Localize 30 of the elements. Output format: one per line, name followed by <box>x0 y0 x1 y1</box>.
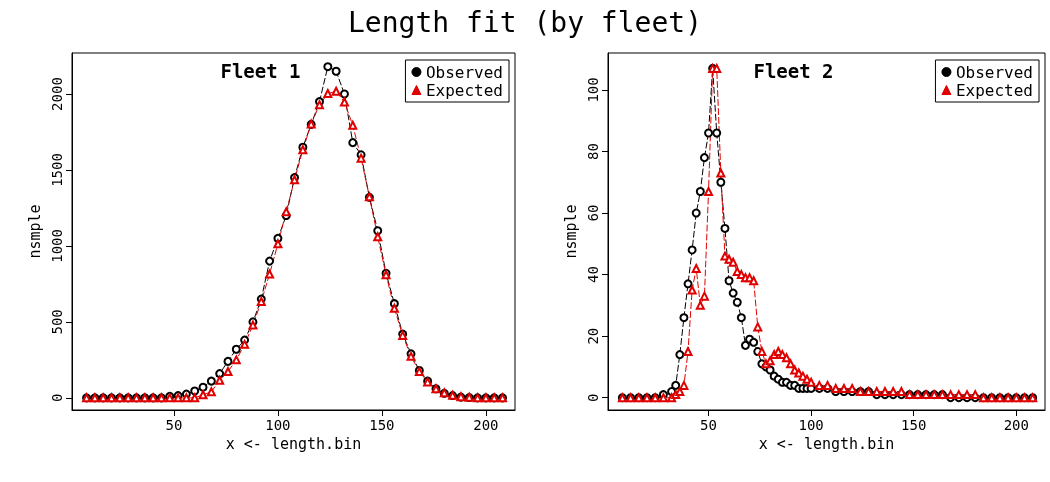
y-tick-label: 40 <box>585 266 601 284</box>
y-tick-label: 100 <box>585 77 601 103</box>
y-tick-label: 60 <box>585 204 601 222</box>
chart-title: Fleet 1 <box>220 59 301 82</box>
y-tick-label: 500 <box>49 309 65 335</box>
y-tick-label: 0 <box>49 393 65 403</box>
x-tick-label: 200 <box>1003 417 1029 433</box>
legend-label: Expected <box>425 80 503 100</box>
y-tick-label: 1500 <box>49 153 65 187</box>
y-axis-title: nsmple <box>25 204 44 259</box>
x-tick-label: 100 <box>798 417 824 433</box>
x-tick-label: 150 <box>369 417 395 433</box>
y-axis-title: nsmple <box>561 204 580 259</box>
x-tick-label: 200 <box>473 417 499 433</box>
chart-title: Fleet 2 <box>753 59 834 82</box>
x-axis-title: x <- length.bin <box>758 435 895 454</box>
x-tick-label: 50 <box>700 417 717 433</box>
legend-label: Observed <box>425 62 503 82</box>
x-tick-label: 100 <box>265 417 291 433</box>
legend-label: Expected <box>955 80 1033 100</box>
y-tick-label: 2000 <box>49 77 65 111</box>
x-tick-label: 50 <box>165 417 183 433</box>
y-tick-label: 80 <box>585 143 601 160</box>
x-axis-title: x <- length.bin <box>225 435 362 454</box>
legend-label: Observed <box>955 62 1033 82</box>
y-tick-label: 0 <box>585 393 601 402</box>
x-tick-label: 150 <box>901 417 927 433</box>
y-tick-label: 1000 <box>49 229 65 263</box>
text: Length fit (by fleet) <box>347 6 703 39</box>
y-tick-label: 20 <box>585 327 601 345</box>
